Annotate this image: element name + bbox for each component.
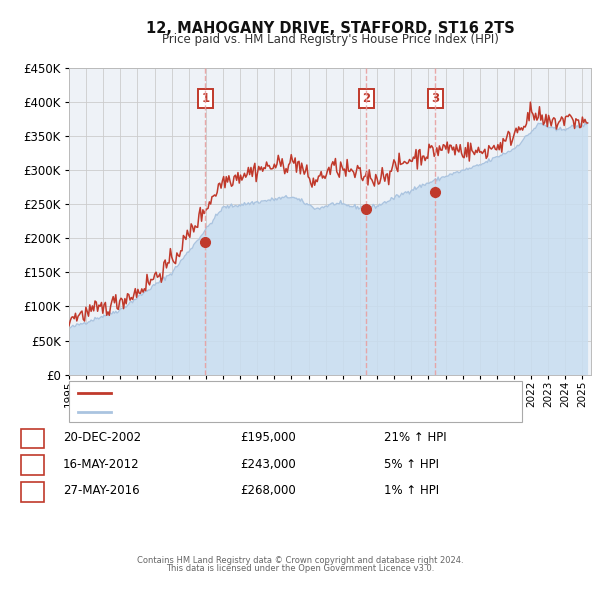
Text: HPI: Average price, detached house, Stafford: HPI: Average price, detached house, Staf… [117, 407, 352, 417]
Text: £243,000: £243,000 [240, 458, 296, 471]
Text: 12, MAHOGANY DRIVE, STAFFORD, ST16 2TS: 12, MAHOGANY DRIVE, STAFFORD, ST16 2TS [146, 21, 514, 35]
Text: 2: 2 [362, 92, 370, 105]
Text: 27-MAY-2016: 27-MAY-2016 [63, 484, 140, 497]
Text: £195,000: £195,000 [240, 431, 296, 444]
Text: Price paid vs. HM Land Registry's House Price Index (HPI): Price paid vs. HM Land Registry's House … [161, 33, 499, 46]
Text: 20-DEC-2002: 20-DEC-2002 [63, 431, 141, 444]
Text: £268,000: £268,000 [240, 484, 296, 497]
Text: Contains HM Land Registry data © Crown copyright and database right 2024.: Contains HM Land Registry data © Crown c… [137, 556, 463, 565]
Text: 16-MAY-2012: 16-MAY-2012 [63, 458, 140, 471]
Text: 3: 3 [431, 92, 439, 105]
Text: 21% ↑ HPI: 21% ↑ HPI [384, 431, 446, 444]
Text: 1% ↑ HPI: 1% ↑ HPI [384, 484, 439, 497]
Text: 1: 1 [28, 431, 37, 444]
Text: This data is licensed under the Open Government Licence v3.0.: This data is licensed under the Open Gov… [166, 565, 434, 573]
Text: 12, MAHOGANY DRIVE, STAFFORD, ST16 2TS (detached house): 12, MAHOGANY DRIVE, STAFFORD, ST16 2TS (… [117, 388, 445, 398]
Text: 2: 2 [28, 458, 37, 471]
Text: 3: 3 [28, 484, 37, 497]
Text: 1: 1 [202, 92, 209, 105]
Text: 5% ↑ HPI: 5% ↑ HPI [384, 458, 439, 471]
